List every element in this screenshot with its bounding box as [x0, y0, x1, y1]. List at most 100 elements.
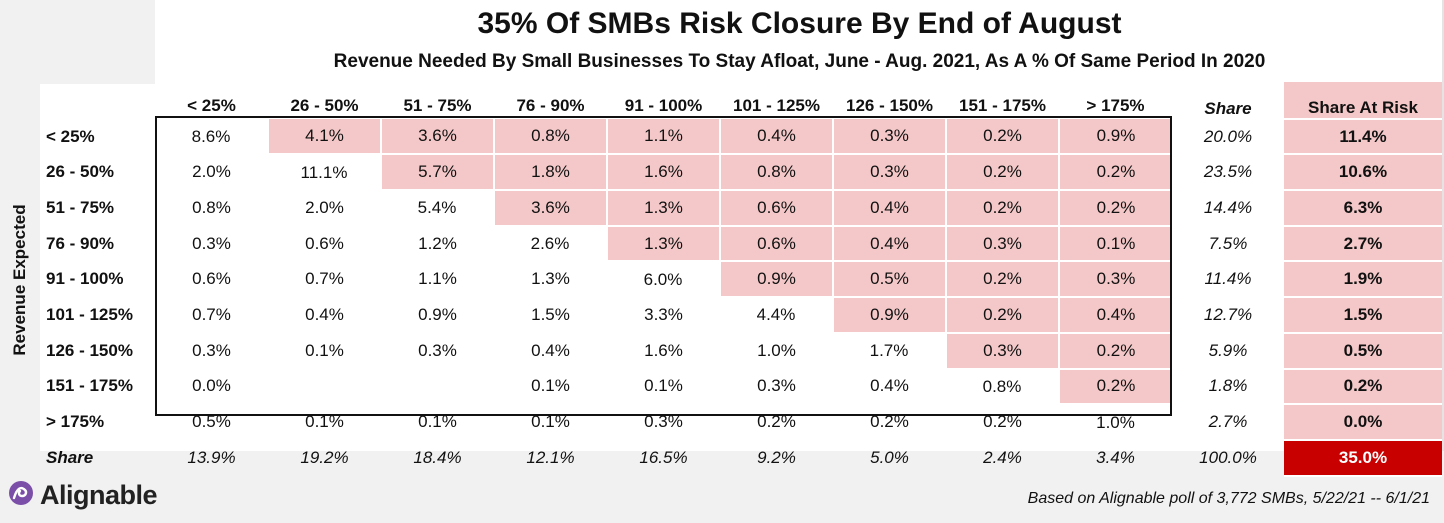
table-cell: 0.3%	[945, 331, 1060, 370]
column-header: 101 - 125%	[733, 95, 820, 115]
row-share-cell: 23.5%	[1203, 162, 1253, 182]
table-cell: 1.1%	[606, 118, 721, 156]
table-cell: 0.4%	[531, 340, 570, 360]
table-cell: 5.7%	[380, 153, 495, 192]
row-header: 126 - 150%	[46, 340, 133, 360]
table-cell: 0.8%	[719, 153, 834, 192]
column-share-cell: 9.2%	[757, 447, 796, 467]
column-share-cell: 5.0%	[870, 447, 909, 467]
row-risk-cell: 10.6%	[1284, 153, 1442, 192]
table-cell: 0.6%	[305, 233, 344, 253]
row-risk-cell: 0.0%	[1284, 403, 1442, 441]
row-share-cell: 20.0%	[1203, 126, 1253, 146]
row-risk-cell: 0.2%	[1284, 367, 1442, 406]
table-cell: 0.6%	[192, 269, 231, 289]
table-cell: 0.7%	[192, 304, 231, 324]
row-share-cell: 14.4%	[1203, 197, 1253, 217]
column-header: 151 - 175%	[959, 95, 1046, 115]
table-row: 101 - 125% 0.7% 0.4% 0.9% 1.5% 3.3% 4.4% 0.9% 0.…	[40, 296, 1442, 334]
table-cell: 0.4%	[870, 376, 909, 396]
row-header: Share	[46, 447, 94, 467]
table-cell: 8.6%	[191, 126, 231, 146]
table-cell: 0.2%	[945, 153, 1060, 192]
column-header: 76 - 90%	[516, 95, 585, 115]
chart-subtitle: Revenue Needed By Small Businesses To St…	[333, 51, 1266, 72]
column-header: 91 - 100%	[624, 95, 703, 115]
table-cell: 6.0%	[643, 269, 683, 289]
table-cell: 1.3%	[531, 269, 570, 289]
source-note: Based on Alignable poll of 3,772 SMBs, 5…	[1027, 490, 1430, 507]
table-cell: 0.4%	[832, 189, 947, 227]
table-cell: 0.2%	[870, 412, 909, 432]
column-header: 126 - 150%	[846, 95, 933, 115]
table-cell: 1.3%	[606, 189, 721, 227]
column-share-cell: 13.9%	[187, 447, 236, 467]
table-cell: 0.7%	[305, 269, 344, 289]
table-row: 76 - 90% 0.3% 0.6% 1.2% 2.6% 1.3% 0.6% 0.4% 0.3%…	[40, 224, 1442, 263]
table-body: < 25% 8.6% 4.1% 3.6% 0.8% 1.1% 0.4% 0.3% 0.2% 0.9…	[40, 117, 1442, 477]
table-cell: 0.1%	[1058, 224, 1172, 263]
column-share-cell: 12.1%	[526, 447, 575, 467]
table-cell: 0.6%	[719, 189, 834, 227]
table-cell: 1.7%	[869, 341, 909, 361]
table-cell: 0.3%	[832, 153, 947, 192]
table-cell: 0.3%	[832, 118, 947, 156]
table-row: 126 - 150% 0.3% 0.1% 0.3% 0.4% 1.6% 1.0% 1.7% 0.…	[40, 331, 1442, 370]
table-cell: 0.3%	[644, 412, 683, 432]
table-cell: 1.8%	[493, 153, 608, 192]
column-header: > 175%	[1086, 95, 1145, 115]
row-header: < 25%	[46, 126, 95, 146]
table-cell: 2.0%	[192, 162, 231, 182]
table-cell: 3.3%	[644, 304, 683, 324]
row-header: 76 - 90%	[46, 233, 115, 253]
table-cell: 0.6%	[719, 224, 834, 263]
row-risk-cell: 1.9%	[1284, 260, 1442, 299]
table-cell	[268, 369, 381, 405]
table-cell: 0.1%	[418, 412, 457, 432]
table-cell: 1.2%	[418, 233, 457, 253]
alignable-logo: Alignable	[8, 480, 158, 511]
table-cell: 0.2%	[945, 118, 1060, 156]
table-row: 151 - 175% 0.0% 0.1% 0.1% 0.3% 0.4% 0.8% 0.2% 1.…	[40, 367, 1442, 406]
row-header: > 175%	[46, 412, 105, 432]
logo-text: Alignable	[40, 480, 158, 510]
table-cell: 0.4%	[305, 304, 344, 324]
table-cell: 0.3%	[1058, 260, 1172, 299]
table-cell: 0.2%	[757, 412, 796, 432]
row-share-cell: 7.5%	[1208, 233, 1248, 253]
row-header: 26 - 50%	[46, 162, 115, 182]
row-header: 91 - 100%	[46, 269, 124, 289]
row-share-cell: 1.8%	[1208, 376, 1248, 396]
column-header: 26 - 50%	[290, 95, 359, 115]
table-cell: 0.0%	[192, 376, 231, 396]
total-share-cell: 100.0%	[1199, 447, 1257, 467]
table-cell: 0.1%	[644, 376, 683, 396]
column-share-cell: 18.4%	[413, 447, 462, 467]
row-share-cell: 5.9%	[1208, 340, 1248, 360]
table-cell: 0.2%	[1058, 153, 1172, 192]
table-cell: 0.9%	[832, 296, 947, 334]
table-cell: 5.4%	[417, 198, 457, 218]
chart-title: 35% Of SMBs Risk Closure By End of Augus…	[477, 7, 1122, 40]
row-share-cell: 11.4%	[1204, 269, 1252, 289]
total-risk-cell: 35.0%	[1284, 438, 1442, 477]
table-cell: 0.3%	[757, 376, 796, 396]
table-row: < 25% 8.6% 4.1% 3.6% 0.8% 1.1% 0.4% 0.3% 0.2% 0.9…	[40, 117, 1442, 156]
table-cell: 0.3%	[192, 233, 231, 253]
table-cell: 0.1%	[305, 340, 344, 360]
left-band	[0, 84, 40, 451]
column-share-cell: 16.5%	[639, 447, 688, 467]
table-cell: 3.6%	[380, 118, 495, 156]
table-cell: 0.3%	[418, 340, 457, 360]
table-row: 91 - 100% 0.6% 0.7% 1.1% 1.3% 6.0% 0.9% 0.5% 0.2…	[40, 260, 1442, 299]
alignable-logo-icon	[8, 480, 34, 511]
table-cell: 0.2%	[945, 260, 1060, 299]
table-cell: 0.2%	[1058, 189, 1172, 227]
row-risk-cell: 0.5%	[1284, 331, 1442, 370]
table-cell: 0.2%	[1058, 367, 1172, 406]
column-header: < 25%	[187, 95, 236, 115]
table-cell: 0.5%	[832, 260, 947, 299]
table-cell: 3.6%	[493, 189, 608, 227]
table-cell: 0.8%	[982, 376, 1022, 396]
row-risk-cell: 6.3%	[1284, 189, 1442, 227]
